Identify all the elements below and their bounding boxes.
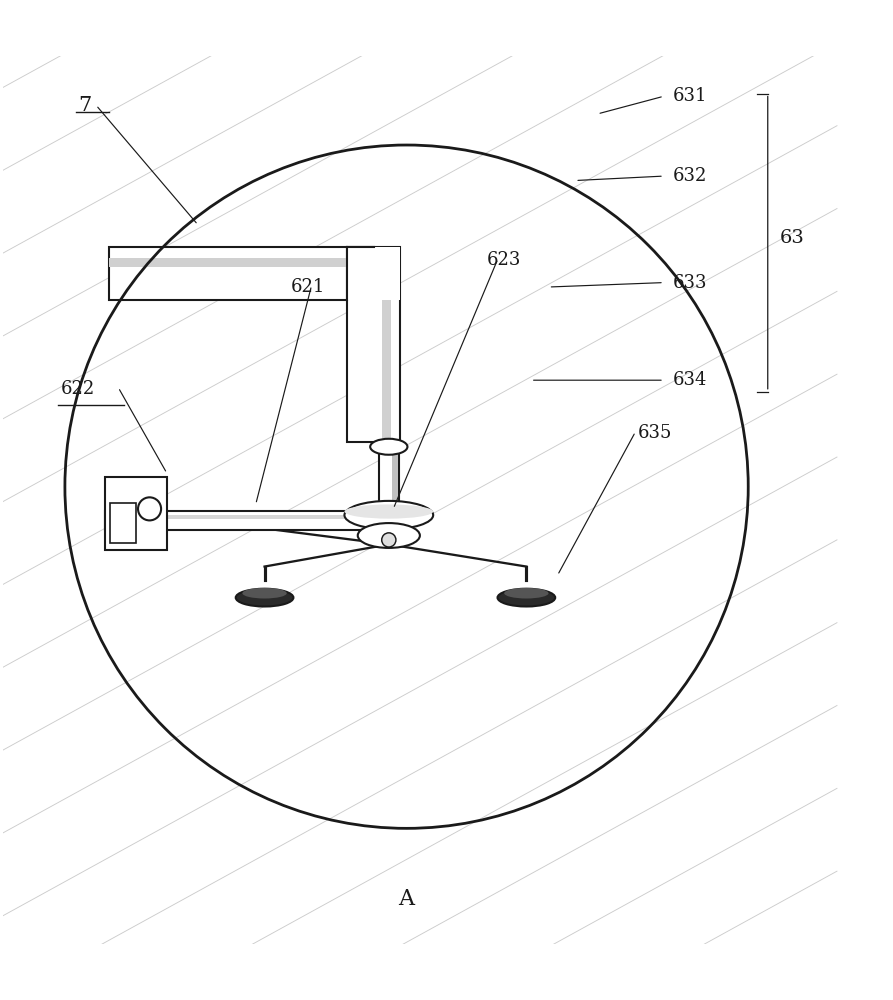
Bar xyxy=(392,447,397,513)
Bar xyxy=(109,258,374,267)
Ellipse shape xyxy=(505,588,548,599)
Bar xyxy=(104,515,397,519)
Text: 632: 632 xyxy=(672,167,707,185)
Text: 622: 622 xyxy=(61,380,95,398)
Text: 631: 631 xyxy=(672,87,707,105)
Bar xyxy=(381,247,391,442)
Ellipse shape xyxy=(497,589,555,606)
Text: 634: 634 xyxy=(672,371,707,389)
Ellipse shape xyxy=(242,588,287,599)
Circle shape xyxy=(138,497,161,520)
Ellipse shape xyxy=(371,439,407,455)
Text: 633: 633 xyxy=(672,274,707,292)
Ellipse shape xyxy=(345,501,433,529)
Ellipse shape xyxy=(358,523,420,548)
Text: 623: 623 xyxy=(487,251,521,269)
Bar xyxy=(109,247,374,300)
Bar xyxy=(110,503,137,543)
Bar xyxy=(387,506,397,537)
Ellipse shape xyxy=(236,589,294,606)
Bar xyxy=(347,247,400,442)
Bar xyxy=(347,247,400,300)
Text: 7: 7 xyxy=(79,96,91,115)
Circle shape xyxy=(381,533,396,547)
Bar xyxy=(104,477,167,550)
Bar xyxy=(379,447,398,513)
Ellipse shape xyxy=(345,504,433,519)
Text: A: A xyxy=(398,888,414,910)
Text: 635: 635 xyxy=(638,424,672,442)
Text: 63: 63 xyxy=(780,229,805,247)
Text: 621: 621 xyxy=(291,278,326,296)
Bar xyxy=(104,511,397,530)
